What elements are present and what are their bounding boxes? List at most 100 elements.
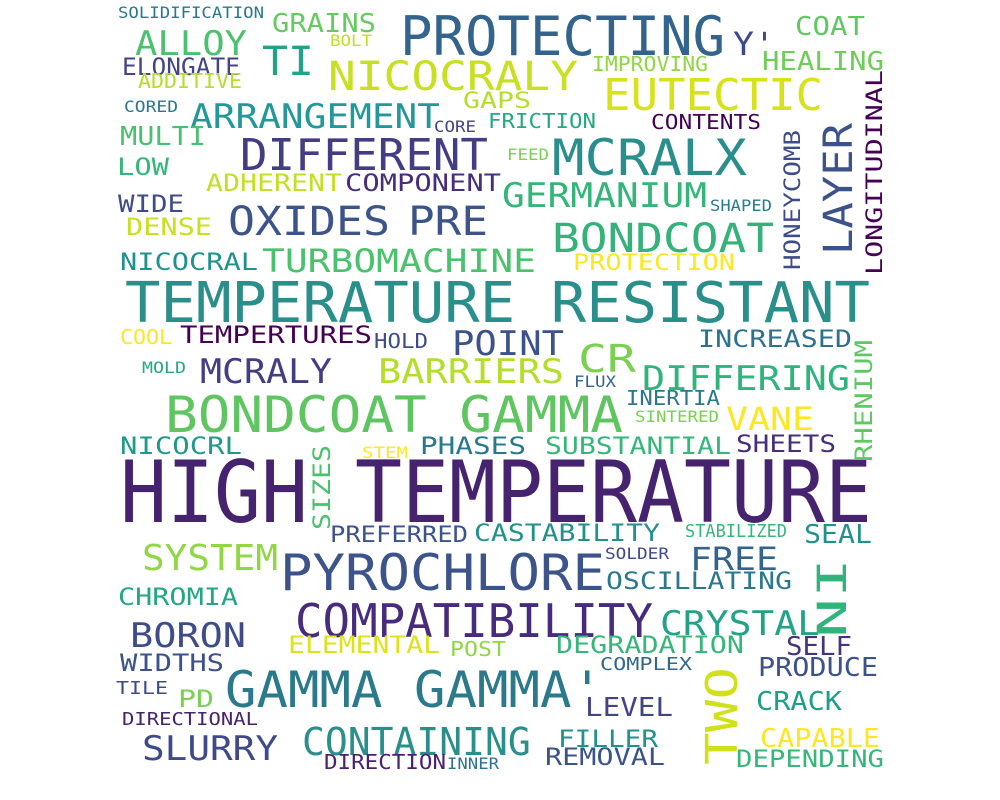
word-pre: PRE — [408, 199, 488, 245]
word-friction: FRICTION — [488, 109, 596, 133]
word-additive: ADDITIVE — [138, 69, 242, 93]
word-mold: MOLD — [142, 358, 186, 377]
word-feed: FEED — [507, 145, 549, 164]
word-stabilized: STABILIZED — [685, 521, 787, 542]
word-depending: DEPENDING — [736, 745, 884, 773]
word-bolt: BOLT — [330, 31, 372, 50]
word-y: Y' — [733, 25, 775, 63]
word-honeycomb: HONEYCOMB — [781, 130, 806, 270]
word-flux: FLUX — [574, 372, 616, 391]
word-capable: CAPABLE — [760, 724, 880, 754]
word-sheets: SHEETS — [736, 430, 836, 458]
word-elemental: ELEMENTAL — [288, 631, 440, 659]
word-solidification: SOLIDIFICATION — [118, 3, 264, 22]
word-substantial: SUBSTANTIAL — [545, 432, 731, 460]
word-directional: DIRECTIONAL — [122, 709, 258, 730]
word-direction: DIRECTION — [324, 750, 446, 774]
word-castability: CASTABILITY — [474, 519, 661, 547]
word-low: LOW — [117, 153, 170, 181]
word-pyrochlore: PYROCHLORE — [280, 544, 605, 602]
word-core: CORE — [434, 117, 476, 136]
word-arrangement: ARRANGEMENT — [190, 97, 440, 137]
word-seal: SEAL — [804, 520, 872, 550]
word-pd: PD — [178, 685, 214, 713]
word-slurry: SLURRY — [142, 729, 278, 769]
word-degradation: DEGRADATION — [556, 631, 744, 659]
word-rhenium: RHENIUM — [850, 340, 878, 462]
word-compatibility: COMPATIBILITY — [295, 594, 653, 648]
word-widths: WIDTHS — [120, 649, 224, 677]
word-point: POINT — [452, 324, 564, 364]
word-containing: CONTAINING — [302, 720, 531, 764]
word-eutectic: EUTECTIC — [603, 70, 823, 121]
word-stem: STEM — [362, 443, 408, 462]
word-contents: CONTENTS — [651, 110, 761, 134]
word-gaps: GAPS — [463, 89, 531, 114]
word-healing: HEALING — [762, 47, 884, 77]
word-complex: COMPLEX — [600, 654, 692, 675]
word-mcralx: MCRALX — [552, 129, 747, 187]
word-wide: WIDE — [118, 190, 184, 218]
word-free: FREE — [690, 540, 778, 578]
word-gamma-gamma: GAMMA GAMMA' — [225, 661, 603, 719]
word-improving: IMPROVING — [592, 52, 708, 76]
word-cool: COOL — [120, 325, 172, 349]
word-elongate: ELONGATE — [122, 53, 240, 81]
word-boron: BORON — [130, 616, 246, 656]
word-germanium: GERMANIUM — [502, 176, 707, 216]
word-differing: DIFFERING — [642, 359, 850, 399]
word-two: TWO — [697, 667, 748, 765]
word-ti: TI — [262, 39, 314, 85]
word-shaped: SHAPED — [710, 196, 772, 215]
word-multi: MULTI — [120, 122, 206, 152]
word-high-temperature: HIGH TEMPERATURE — [120, 443, 872, 543]
word-system: SYSTEM — [142, 538, 278, 579]
word-nicocraly: NICOCRALY — [328, 54, 578, 100]
word-protection: PROTECTION — [573, 251, 735, 276]
word-hold: HOLD — [374, 329, 428, 353]
word-removal: REMOVAL — [545, 743, 665, 771]
word-self: SELF — [786, 632, 852, 662]
word-cored: CORED — [124, 97, 178, 116]
word-vane: VANE — [726, 400, 814, 438]
word-oscillating: OSCILLATING — [606, 567, 792, 595]
word-tile: TILE — [116, 678, 168, 699]
word-layer: LAYER — [816, 122, 862, 255]
word-longitudinal: LONGITUDINAL — [863, 70, 888, 275]
word-increased: INCREASED — [698, 325, 852, 353]
word-chromia: CHROMIA — [118, 583, 239, 611]
word-sizes: SIZES — [308, 445, 336, 530]
word-phases: PHASES — [420, 432, 526, 460]
word-dense: DENSE — [126, 213, 212, 241]
word-nicocrl: NICOCRL — [120, 432, 242, 460]
word-adherent: ADHERENT — [206, 169, 342, 197]
word-cr: CR — [578, 337, 636, 381]
word-solder: SOLDER — [605, 544, 669, 563]
word-produce: PRODUCE — [758, 653, 878, 683]
word-inner: INNER — [447, 754, 499, 773]
word-filler: FILLER — [558, 725, 659, 753]
word-bondcoat-gamma: BONDCOAT GAMMA — [165, 386, 623, 444]
word-sintered: SINTERED — [635, 407, 719, 426]
word-crystal: CRYSTAL — [660, 604, 820, 644]
word-temperature-resistant: TEMPERATURE RESISTANT — [125, 271, 870, 336]
word-turbomachine: TURBOMACHINE — [262, 242, 536, 280]
word-preferred: PREFERRED — [330, 523, 468, 548]
word-different: DIFFERENT — [240, 130, 488, 181]
word-bondcoat: BONDCOAT — [552, 216, 774, 262]
word-alloy: ALLOY — [135, 24, 247, 64]
word-barriers: BARRIERS — [378, 352, 564, 392]
word-nicocral: NICOCRAL — [120, 248, 258, 276]
word-inertia: INERTIA — [626, 386, 720, 410]
word-grains: GRAINS — [272, 9, 376, 39]
word-post: POST — [450, 637, 506, 661]
word-ni: NI — [810, 558, 856, 638]
word-coat: COAT — [795, 12, 865, 42]
word-protecting: PROTECTING — [400, 5, 725, 68]
word-level: LEVEL — [585, 693, 673, 723]
word-tempertures: TEMPERTURES — [180, 321, 372, 349]
word-mcraly: MCRALY — [200, 352, 332, 392]
word-crack: CRACK — [756, 687, 842, 717]
word-component: COMPONENT — [345, 169, 501, 197]
